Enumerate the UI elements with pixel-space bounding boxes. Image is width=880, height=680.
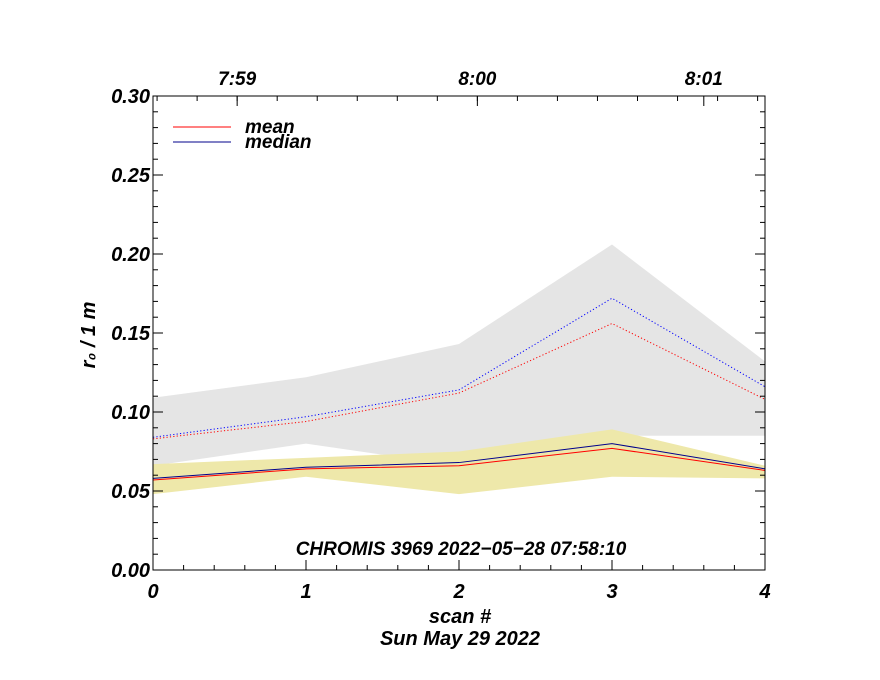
bands-layer — [153, 244, 765, 495]
y-tick-label: 0.05 — [111, 481, 151, 503]
legend-label-median: median — [245, 132, 312, 153]
top-time-label: 8:01 — [685, 69, 723, 90]
y-axis-title: r₀ / 1 m — [78, 302, 100, 369]
annotation: CHROMIS 3969 2022−05−28 07:58:10 — [296, 539, 627, 560]
labels-layer: 0.00 0.05 0.10 0.15 0.20 0.25 0.30 0 1 2 3 4 7:59 8:0… — [111, 69, 771, 603]
top-time-label: 8:00 — [458, 69, 496, 90]
band-upper-spread — [153, 244, 765, 466]
x-tick-label: 0 — [147, 581, 158, 603]
y-tick-label: 0.25 — [111, 165, 151, 187]
band-lower-spread — [153, 429, 765, 495]
date-label: Sun May 29 2022 — [380, 628, 540, 650]
y-tick-label: 0.20 — [111, 244, 150, 266]
legend: mean median — [173, 117, 312, 153]
series-layer — [152, 297, 766, 481]
top-time-label: 7:59 — [218, 69, 256, 90]
y-tick-label: 0.00 — [111, 560, 150, 582]
y-tick-label: 0.15 — [111, 323, 151, 345]
plot-frame — [152, 95, 766, 571]
series-median-dotted — [152, 297, 766, 438]
series-median-solid — [152, 443, 766, 479]
x-tick-label: 3 — [606, 581, 617, 603]
x-axis-title: scan # — [429, 606, 492, 628]
y-tick-label: 0.30 — [111, 86, 150, 108]
x-tick-label: 4 — [758, 581, 770, 603]
x-tick-label: 1 — [300, 581, 311, 603]
legend-label-mean: mean — [245, 117, 295, 138]
series-mean-solid — [152, 447, 766, 481]
series-mean-dotted — [152, 322, 766, 440]
x-tick-label: 2 — [452, 581, 464, 603]
ticks-layer — [152, 95, 766, 571]
y-tick-label: 0.10 — [111, 402, 150, 424]
